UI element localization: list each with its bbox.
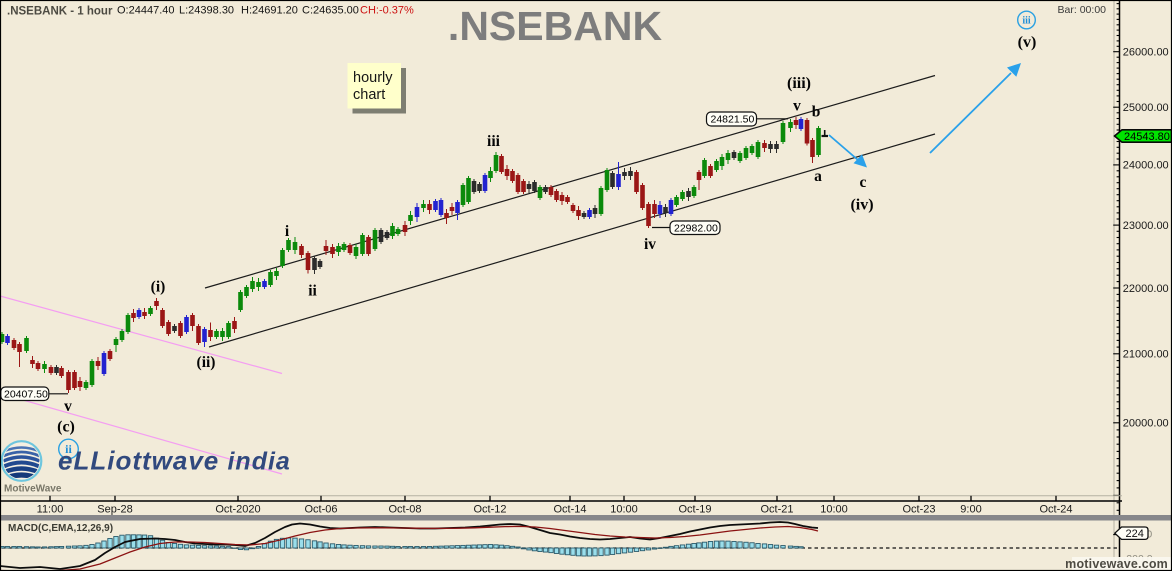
svg-text:Oct-24: Oct-24: [1039, 503, 1072, 515]
svg-text:21000.00: 21000.00: [1123, 349, 1169, 361]
svg-text:(ii): (ii): [197, 354, 216, 371]
svg-text:i: i: [285, 223, 290, 240]
svg-text:iii: iii: [487, 133, 501, 150]
svg-text:eLLiottwave india: eLLiottwave india: [58, 446, 291, 476]
svg-text:24821.50: 24821.50: [711, 114, 755, 126]
svg-text:(i): (i): [151, 279, 166, 296]
svg-text:chart: chart: [353, 87, 385, 103]
svg-text:22000.00: 22000.00: [1123, 283, 1169, 295]
svg-text:9:00: 9:00: [960, 503, 981, 515]
svg-text:Oct-23: Oct-23: [902, 503, 935, 515]
svg-text:(iii): (iii): [787, 75, 811, 92]
svg-text:(iv): (iv): [850, 197, 873, 214]
svg-text:.NSEBANK: .NSEBANK: [448, 3, 663, 49]
svg-text:(c): (c): [57, 419, 75, 436]
svg-text:a: a: [814, 168, 822, 185]
svg-text:10:00: 10:00: [820, 503, 848, 515]
svg-text:.NSEBANK - 1 hour: .NSEBANK - 1 hour: [7, 6, 113, 18]
svg-text:iv: iv: [644, 236, 656, 253]
svg-text:v: v: [64, 398, 72, 415]
svg-text:C:24635.00: C:24635.00: [302, 5, 359, 17]
svg-text:L:24398.30: L:24398.30: [179, 5, 234, 17]
svg-text:22982.00: 22982.00: [674, 222, 718, 234]
svg-text:Oct-08: Oct-08: [388, 503, 421, 515]
svg-text:26000.00: 26000.00: [1123, 47, 1169, 59]
svg-text:hourly: hourly: [353, 70, 393, 86]
svg-text:11:00: 11:00: [37, 503, 64, 515]
svg-text:v: v: [793, 98, 801, 115]
svg-text:Oct-14: Oct-14: [553, 503, 586, 515]
svg-text:ii: ii: [65, 442, 72, 456]
svg-text:Bar: 00:00: Bar: 00:00: [1058, 4, 1107, 16]
svg-text:Oct-06: Oct-06: [304, 503, 337, 515]
svg-text:20000.00: 20000.00: [1123, 418, 1169, 430]
svg-text:O:24447.40: O:24447.40: [117, 5, 175, 17]
svg-text:25000.00: 25000.00: [1123, 102, 1169, 114]
svg-text:224: 224: [1126, 528, 1144, 540]
svg-text:24000.00: 24000.00: [1123, 160, 1169, 172]
svg-text:(v): (v): [1018, 34, 1037, 51]
svg-text:MACD(C,EMA,12,26,9): MACD(C,EMA,12,26,9): [8, 523, 113, 534]
svg-text:b: b: [812, 104, 821, 121]
svg-text:10:00: 10:00: [610, 503, 638, 515]
svg-text:MotiveWave: MotiveWave: [4, 484, 62, 495]
svg-text:Oct-12: Oct-12: [473, 503, 506, 515]
svg-text:Oct-2020: Oct-2020: [215, 503, 260, 515]
svg-text:Sep-28: Sep-28: [97, 503, 132, 515]
svg-text:24543.80: 24543.80: [1124, 131, 1170, 143]
svg-text:Oct-21: Oct-21: [760, 503, 793, 515]
svg-text:Oct-19: Oct-19: [678, 503, 711, 515]
svg-text:iii: iii: [1022, 15, 1031, 26]
svg-text:23000.00: 23000.00: [1123, 220, 1169, 232]
svg-text:CH:-0.37%: CH:-0.37%: [360, 5, 414, 17]
svg-text:motivewave.com: motivewave.com: [1065, 557, 1168, 571]
svg-text:H:24691.20: H:24691.20: [241, 5, 298, 17]
svg-text:ii: ii: [308, 283, 317, 300]
svg-text:20407.50: 20407.50: [4, 388, 48, 400]
svg-text:c: c: [860, 174, 867, 191]
